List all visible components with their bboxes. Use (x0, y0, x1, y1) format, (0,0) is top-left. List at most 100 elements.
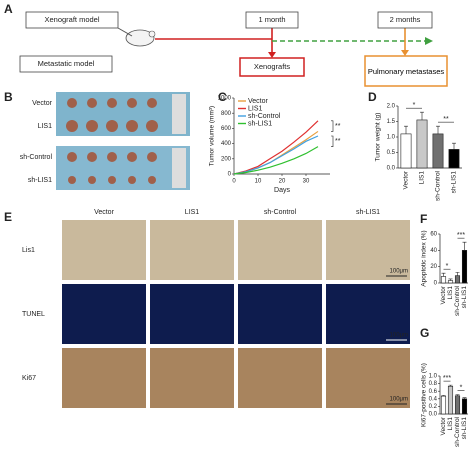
y-tick-label: 0.4 (429, 396, 438, 402)
photo (62, 348, 146, 408)
column-label: sh-Control (264, 209, 297, 216)
bar (461, 398, 468, 415)
y-tick-label: 600 (221, 126, 232, 132)
error-bar (404, 125, 408, 134)
bar (440, 276, 447, 284)
x-tick-label: Vector (440, 416, 447, 435)
annotation: * (446, 263, 449, 270)
bar (416, 119, 428, 169)
x-tick-label: 20 (279, 179, 286, 185)
y-tick-label: 1000 (218, 96, 232, 102)
scale-bar-label: 100μm (390, 397, 408, 403)
photo (238, 220, 322, 280)
photo (326, 284, 410, 344)
panel-label: B (4, 90, 13, 104)
annotation: *** (443, 375, 451, 382)
legend-label: sh-LIS1 (248, 120, 272, 127)
annotation: * (460, 384, 463, 391)
panel-label: F (420, 212, 427, 226)
column-label: Vector (94, 209, 115, 216)
y-tick-label: 1.0 (387, 135, 396, 141)
y-tick-label: 0.0 (429, 412, 438, 418)
error-bar (420, 111, 424, 120)
y-tick-label: 60 (430, 232, 437, 238)
y-tick-label: 1.0 (429, 374, 438, 380)
photo (150, 220, 234, 280)
photo (62, 220, 146, 280)
bracket (331, 120, 334, 132)
panel-label: C (218, 90, 227, 104)
panel-label: E (4, 210, 12, 224)
box (239, 57, 305, 77)
box-text: Metastatic model (38, 59, 95, 68)
bar (448, 149, 460, 169)
box-text: 1 month (258, 15, 285, 24)
annotation: ** (335, 138, 341, 145)
photo-e: Vector LIS1 sh-Control sh-LIS1 Lis1 100μm TUNE… (22, 209, 410, 408)
row-label: TUNEL (22, 311, 45, 318)
annotation: * (413, 102, 416, 109)
y-tick-label: 200 (221, 156, 232, 162)
y-tick-label: 20 (430, 264, 437, 270)
y-tick-label: 0.6 (429, 389, 438, 395)
photo (62, 284, 146, 344)
ruler (172, 148, 186, 188)
panel-label: A (4, 2, 13, 16)
bar (447, 385, 454, 415)
x-tick-label: LIS1 (447, 417, 454, 431)
y-tick-label: 0.2 (429, 404, 438, 410)
error-bar (455, 394, 460, 396)
x-tick-label: Vector (403, 170, 410, 189)
x-tick-label: sh-LIS1 (451, 171, 458, 194)
y-tick-label: 400 (221, 141, 232, 147)
annotation: ** (335, 123, 341, 130)
box-text: Xenograft model (44, 15, 99, 24)
error-bar (455, 272, 460, 276)
box (364, 55, 448, 87)
tumors (66, 98, 158, 184)
y-tick-label: 0.0 (387, 166, 396, 172)
photo-b: Vector LIS1 sh-Control sh-LIS1 (20, 92, 190, 190)
error-bar (441, 395, 446, 397)
row-label: Vector (32, 100, 53, 107)
bracket (331, 135, 334, 147)
x-tick-label: LIS1 (419, 171, 426, 185)
y-axis-label: Tumor volume (mm³) (209, 106, 216, 166)
error-bar (462, 241, 467, 251)
annotation: ** (443, 116, 449, 123)
y-tick-label: 0.8 (429, 381, 438, 387)
row-label: Ki67 (22, 375, 36, 382)
x-tick-label: sh-Control (435, 170, 442, 201)
x-tick-label: 0 (232, 179, 236, 185)
box (377, 11, 433, 29)
x-tick-label: sh-Control (454, 416, 461, 447)
y-tick-label: 0 (228, 172, 232, 178)
legend-label: LIS1 (248, 105, 263, 112)
x-axis-label: Days (274, 187, 290, 194)
y-tick-label: 800 (221, 111, 232, 117)
bar (447, 280, 454, 284)
box (25, 11, 119, 29)
bar (454, 395, 461, 415)
y-axis-label: Tumor weight (g) (375, 113, 382, 162)
bar (454, 275, 461, 284)
y-axis-label: Apoptotic index (%) (421, 230, 428, 286)
line-series (233, 120, 319, 175)
mouse-ear (148, 30, 156, 38)
x-tick-label: sh-Control (454, 285, 461, 316)
box-text: 2 months (390, 15, 421, 24)
error-bar (448, 384, 453, 387)
photo (56, 92, 190, 136)
y-tick-label: 1.5 (387, 119, 396, 125)
syringe (117, 27, 133, 37)
photo (238, 284, 322, 344)
box (245, 11, 299, 29)
box-text: Pulmonary metastases (367, 66, 445, 76)
x-tick-label: 10 (255, 179, 262, 185)
arrowhead (401, 50, 409, 56)
panel-label: G (420, 326, 429, 340)
legend-label: Vector (248, 98, 269, 105)
x-tick-label: sh-LIS1 (461, 417, 468, 440)
row-label: LIS1 (38, 123, 53, 130)
